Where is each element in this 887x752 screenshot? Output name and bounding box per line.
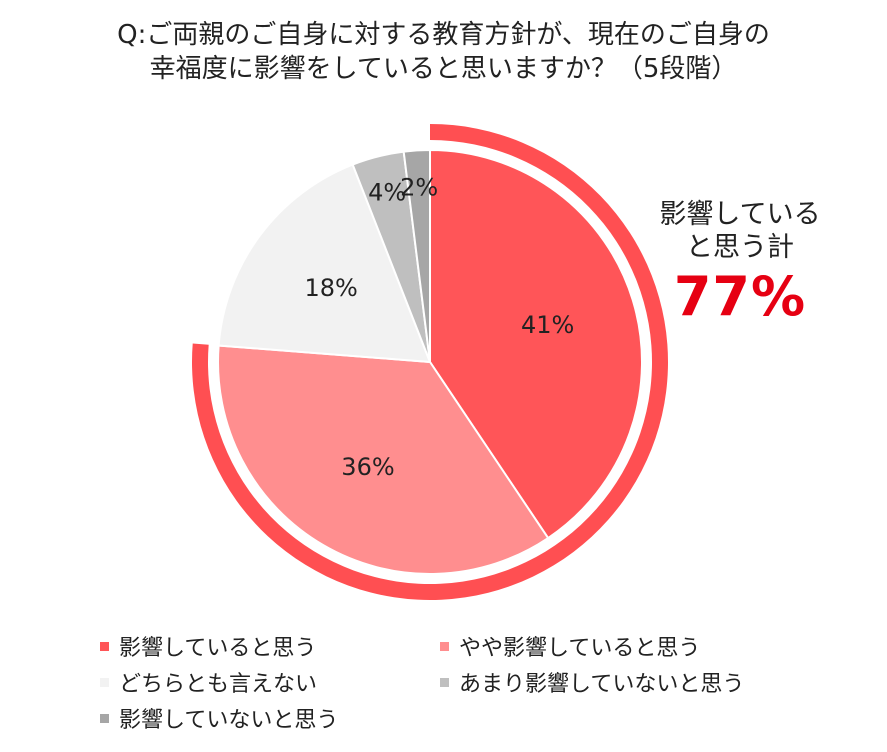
slice-strongly-agree — [429, 148, 643, 540]
legend-swatch — [440, 641, 449, 651]
total-callout: 影響している と思う計 77% — [640, 198, 840, 330]
callout-total: 77% — [673, 265, 807, 328]
legend-swatch — [100, 641, 109, 651]
slice-somewhat-disagree-label: 4% — [368, 179, 406, 207]
slice-neutral-label: 18% — [305, 274, 358, 302]
legend-label: あまり影響していないと思う — [459, 672, 745, 697]
legend-item-neutral: どちらとも言えない — [100, 666, 317, 698]
legend-item-somewhat-disagree: あまり影響していないと思う — [440, 666, 744, 698]
legend-label: 影響していないと思う — [119, 708, 339, 733]
title-line-1: Q:ご両親のご自身に対する教育方針が、現在のご自身の — [117, 20, 770, 50]
legend-label: やや影響していると思う — [459, 636, 701, 661]
callout-line-2: と思う計 — [686, 232, 794, 263]
slice-disagree — [402, 148, 431, 363]
slice-neutral — [217, 163, 432, 364]
slice-disagree-label: 2% — [400, 173, 438, 201]
legend-swatch — [100, 677, 109, 687]
legend-item-disagree: 影響していないと思う — [100, 702, 338, 734]
slice-somewhat-agree-label: 36% — [341, 453, 394, 481]
legend-swatch — [440, 677, 449, 687]
legend-item-strongly-agree: 影響していると思う — [100, 630, 316, 662]
slice-somewhat-agree — [217, 344, 550, 575]
legend-item-somewhat-agree: やや影響していると思う — [440, 630, 700, 662]
chart-title: Q:ご両親のご自身に対する教育方針が、現在のご自身の 幸福度に影響をしていると思… — [0, 18, 887, 86]
legend-label: 影響していると思う — [119, 636, 317, 661]
callout-line-1: 影響している — [659, 199, 821, 230]
slice-strongly-agree-label: 41% — [521, 311, 574, 339]
title-line-2: 幸福度に影響をしていると思いますか？（5段階） — [149, 54, 738, 84]
legend-label: どちらとも言えない — [119, 672, 318, 697]
legend-swatch — [100, 713, 109, 723]
